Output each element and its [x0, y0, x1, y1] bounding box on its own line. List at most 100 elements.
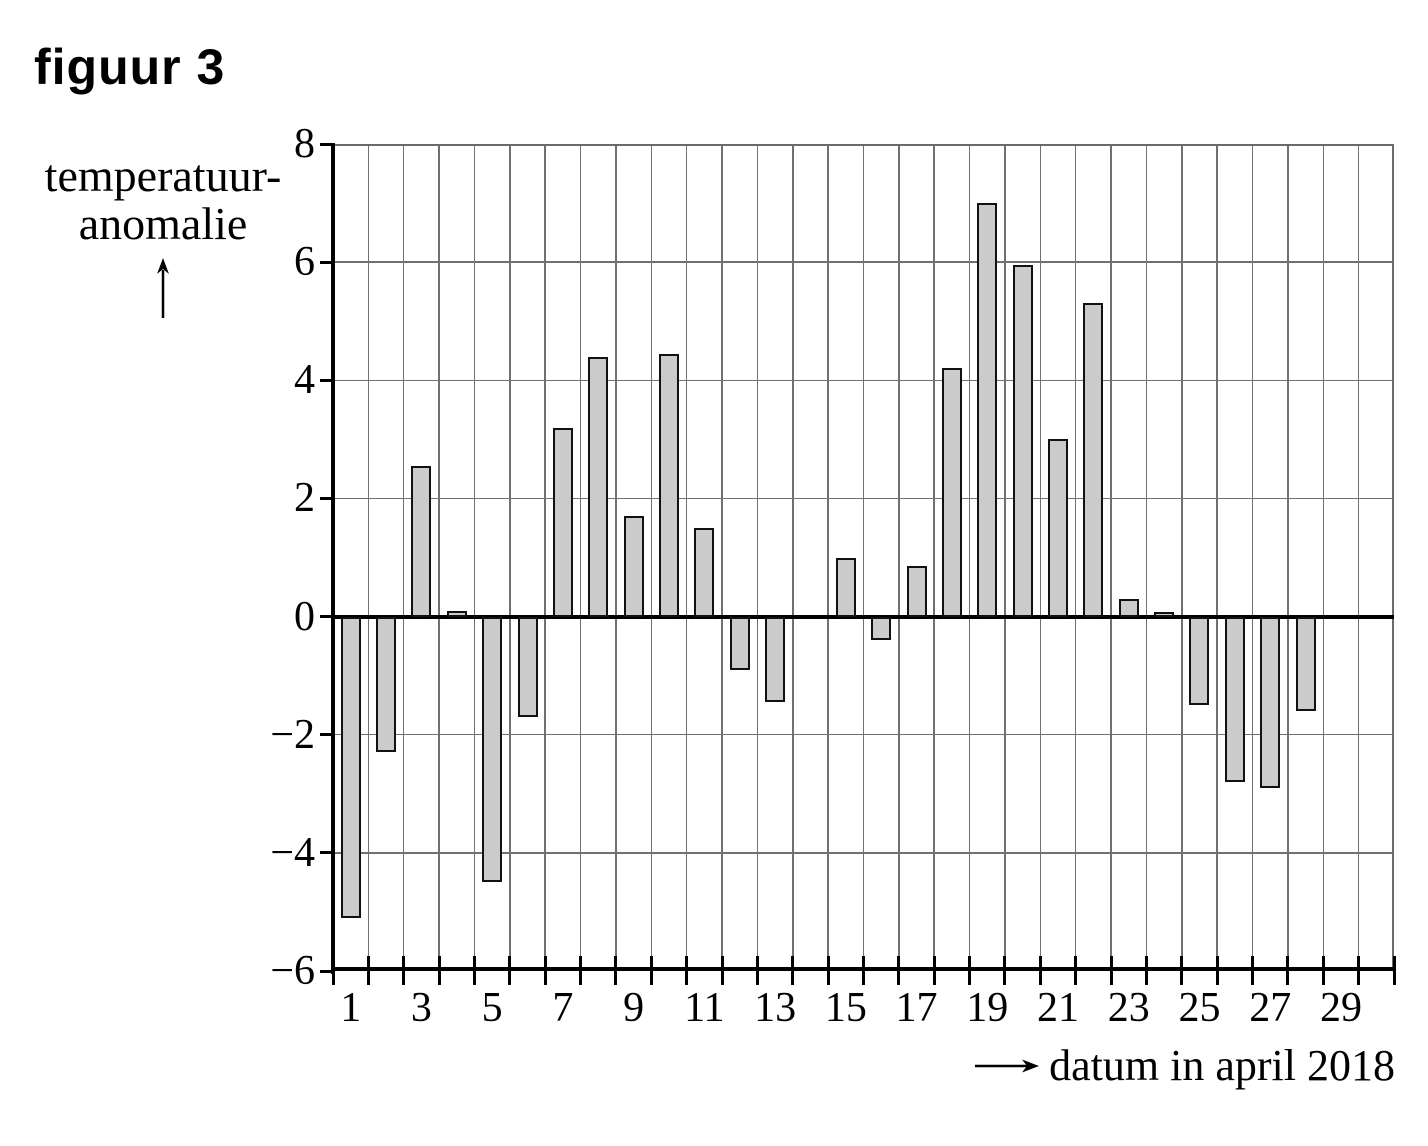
x-tick-label: 19 — [966, 985, 1009, 1031]
bar-day-8 — [588, 356, 609, 617]
y-axis-tick — [320, 615, 333, 619]
v-gridline — [862, 144, 865, 971]
x-axis-tick — [649, 956, 653, 985]
bar-day-24 — [1154, 612, 1175, 617]
bar-day-28 — [1295, 616, 1316, 712]
v-gridline — [509, 144, 511, 971]
y-tick-label: −6 — [270, 948, 315, 994]
x-axis-tick — [1180, 956, 1184, 985]
x-tick-label: 1 — [340, 985, 362, 1031]
bar-day-2 — [376, 616, 397, 753]
y-axis-tick — [320, 496, 333, 500]
x-tick-label: 13 — [754, 985, 797, 1031]
v-gridline — [473, 144, 476, 971]
v-gridline — [1357, 144, 1360, 971]
x-axis-tick — [579, 956, 583, 985]
bar-day-6 — [517, 616, 538, 717]
y-axis-title-line2: anomalie — [78, 198, 248, 249]
x-axis-tick — [437, 956, 441, 985]
x-axis-tick — [1003, 956, 1007, 985]
x-axis-tick — [472, 956, 476, 985]
right-arrow-icon — [975, 1059, 1040, 1073]
bar-day-19 — [977, 203, 998, 617]
h-gridline — [333, 379, 1394, 382]
x-axis-tick — [1392, 956, 1396, 985]
bar-day-1 — [340, 616, 361, 918]
x-axis-tick — [1286, 956, 1290, 985]
x-axis-tick — [1109, 956, 1113, 985]
x-axis-tick — [791, 956, 795, 985]
h-gridline — [333, 261, 1394, 263]
bar-day-9 — [623, 516, 644, 617]
y-tick-label: 4 — [294, 357, 315, 404]
bar-day-23 — [1118, 598, 1139, 617]
v-gridline — [615, 144, 617, 971]
v-gridline — [1110, 144, 1112, 971]
x-tick-label: 29 — [1319, 985, 1362, 1031]
v-gridline — [756, 144, 759, 971]
y-axis-title-line1: temperatuur- — [44, 150, 282, 201]
x-axis-tick — [720, 956, 724, 985]
bar-day-21 — [1048, 439, 1069, 617]
x-axis-tick — [897, 956, 901, 985]
y-tick-label: 6 — [294, 239, 315, 286]
v-gridline — [1287, 144, 1289, 971]
x-tick-label: 21 — [1037, 985, 1080, 1031]
x-axis-tick — [366, 956, 370, 985]
x-tick-label: 5 — [481, 985, 503, 1031]
x-axis-tick — [1038, 956, 1042, 985]
x-axis-tick — [685, 956, 689, 985]
x-axis-title: datum in april 2018 — [1049, 1041, 1395, 1090]
bar-day-11 — [694, 527, 715, 617]
v-gridline — [1039, 144, 1042, 971]
plot-right-frame — [1392, 144, 1394, 971]
x-axis-tick — [614, 956, 618, 985]
x-axis-caption: datum in april 2018 — [975, 1040, 1395, 1092]
bar-day-15 — [835, 557, 856, 617]
v-gridline — [898, 144, 900, 971]
v-gridline — [1074, 144, 1077, 971]
y-tick-label: 0 — [294, 593, 315, 640]
v-gridline — [579, 144, 582, 971]
v-gridline — [792, 144, 794, 971]
up-arrow-icon — [157, 258, 169, 318]
x-tick-label: 3 — [410, 985, 432, 1031]
y-tick-label: 8 — [294, 121, 315, 167]
bar-day-26 — [1224, 616, 1245, 782]
bar-day-25 — [1189, 616, 1210, 706]
y-axis-tick — [320, 378, 333, 382]
y-tick-label: −4 — [270, 829, 315, 876]
x-tick-label: 25 — [1178, 985, 1221, 1031]
y-tick-label: −2 — [270, 711, 315, 758]
v-gridline — [968, 144, 971, 971]
bar-day-27 — [1260, 616, 1281, 788]
v-gridline — [1181, 144, 1183, 971]
y-tick-label: 2 — [294, 475, 315, 522]
figure-title: figuur 3 — [34, 39, 226, 95]
x-tick-label: 15 — [824, 985, 867, 1031]
v-gridline — [367, 144, 370, 971]
x-tick-label: 17 — [895, 985, 938, 1031]
x-axis-tick — [826, 956, 830, 985]
x-axis-tick — [331, 956, 335, 985]
bar-day-4 — [446, 610, 467, 617]
v-gridline — [402, 144, 405, 971]
y-axis-tick — [320, 142, 333, 146]
v-gridline — [1251, 144, 1254, 971]
v-gridline — [1322, 144, 1325, 971]
v-gridline — [685, 144, 688, 971]
x-tick-label: 11 — [684, 985, 725, 1031]
bar-day-18 — [941, 368, 962, 617]
v-gridline — [1145, 144, 1148, 971]
bar-day-17 — [906, 566, 927, 617]
bar-day-10 — [658, 353, 679, 617]
bar-day-7 — [552, 427, 573, 617]
x-axis-tick — [543, 956, 547, 985]
x-tick-label: 7 — [552, 985, 574, 1031]
bar-day-13 — [765, 616, 786, 703]
x-axis-tick — [1321, 956, 1325, 985]
v-gridline — [933, 144, 935, 971]
y-axis-title: temperatuur- anomalie — [33, 152, 293, 320]
h-gridline — [333, 497, 1394, 500]
